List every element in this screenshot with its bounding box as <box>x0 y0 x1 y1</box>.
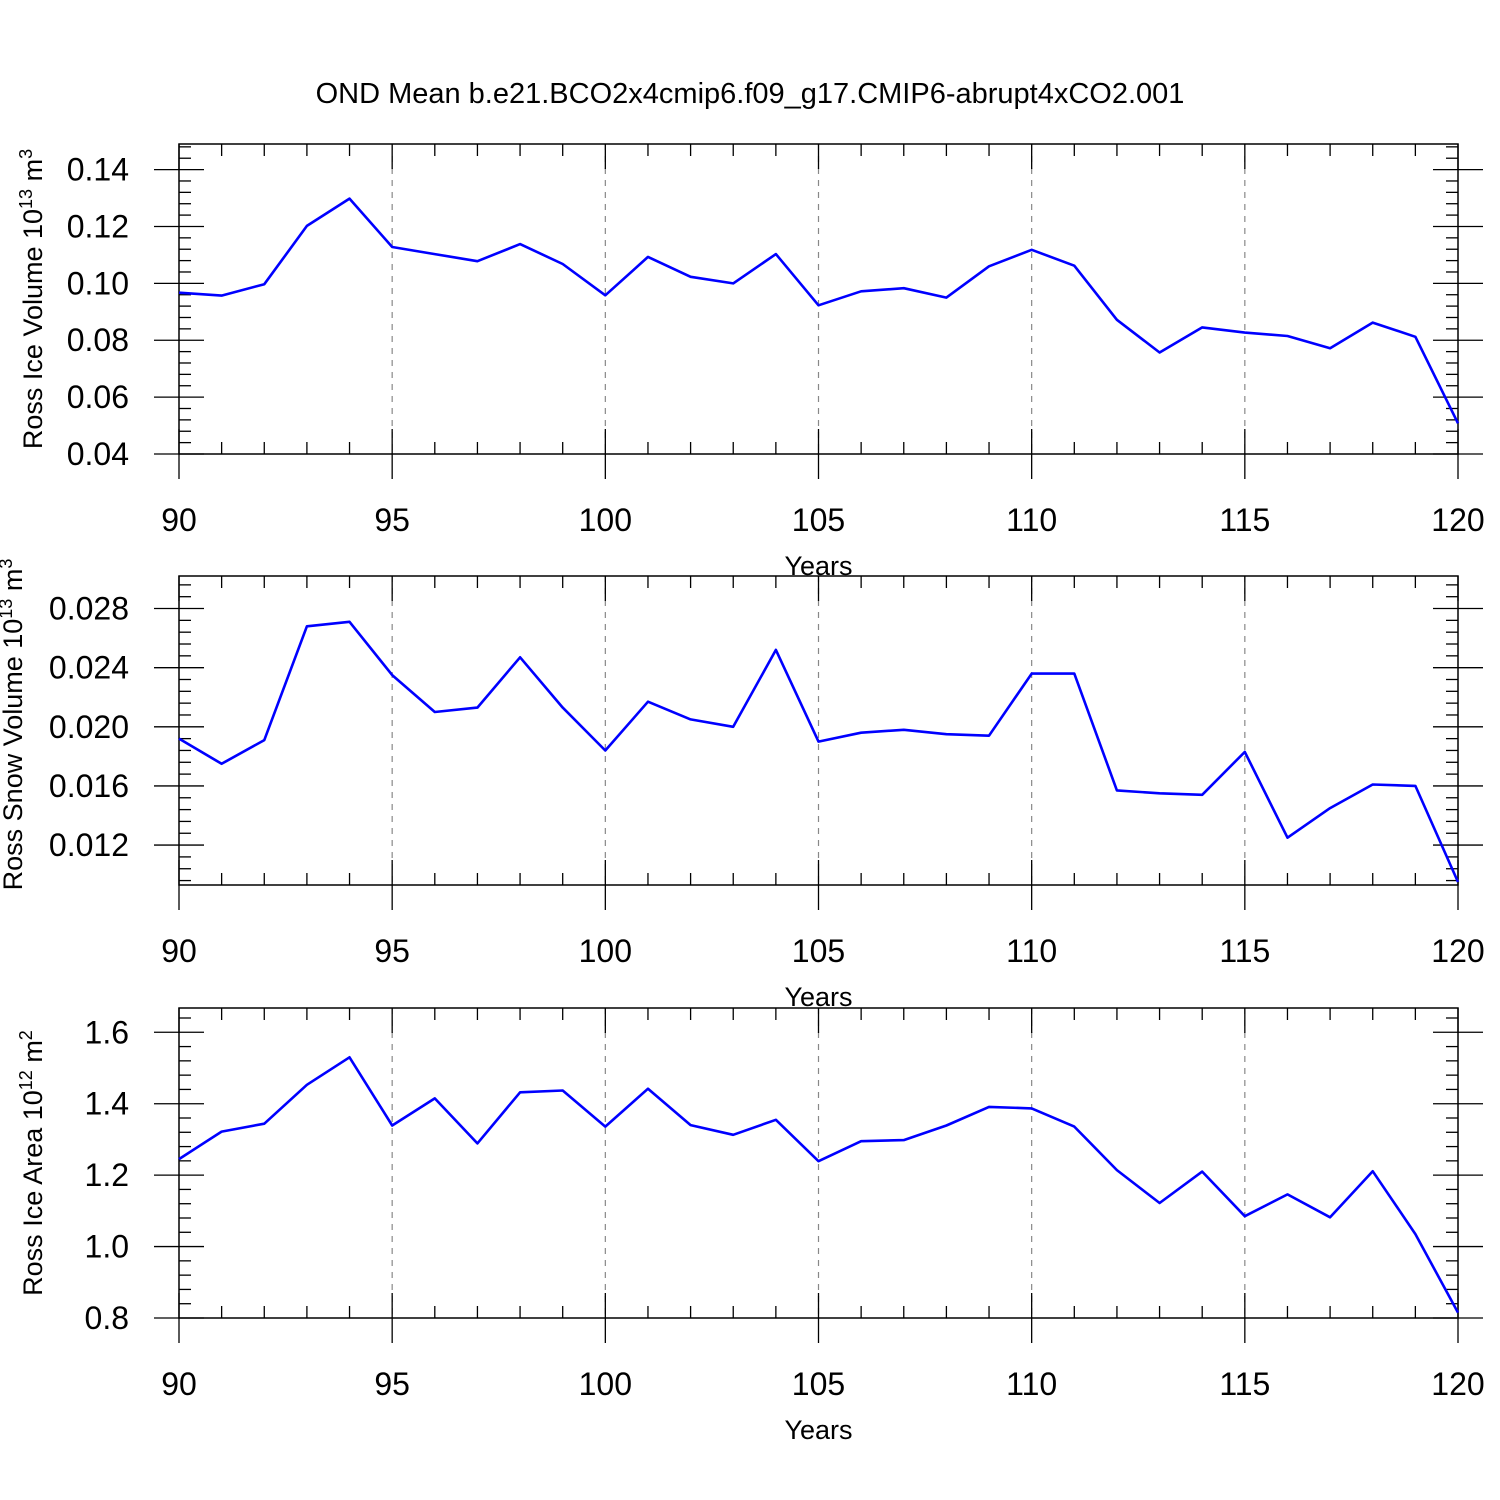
y-title-unit-exponent: 2 <box>16 1030 36 1040</box>
x-tick-label: 120 <box>1431 1366 1484 1402</box>
chart-panel-1: 0.04 0.06 0.08 0.10 0.12 0.14 90 95 100 105 110 115… <box>16 143 1485 581</box>
y-tick-label: 1.6 <box>85 1014 129 1050</box>
y-title-unit: m <box>18 159 48 189</box>
x-tick-label: 105 <box>792 1366 845 1402</box>
y-title-unit: m <box>0 569 28 599</box>
x-tick-label: 120 <box>1431 502 1484 538</box>
y-tick-label: 0.12 <box>67 208 129 244</box>
y-tick-label: 1.4 <box>85 1086 129 1122</box>
y-tick-label: 0.08 <box>67 322 129 358</box>
x-tick-label: 110 <box>1006 502 1057 538</box>
y-tick-label: 0.04 <box>67 436 129 472</box>
y-axis-title: Ross Ice Area 1012 m2 <box>16 1030 48 1296</box>
x-tick-label: 100 <box>579 1366 632 1402</box>
y-tick-label: 0.028 <box>49 591 129 627</box>
y-tick-label: 0.10 <box>67 265 129 301</box>
y-title-text: Ross Ice Area 10 <box>18 1090 48 1296</box>
chart-panel-2: 0.012 0.016 0.020 0.024 0.028 90 95 100 105 110 11… <box>0 559 1485 1012</box>
x-tick-label: 105 <box>792 502 845 538</box>
x-tick-label: 90 <box>161 502 197 538</box>
y-title-exponent: 12 <box>16 1070 36 1090</box>
y-tick-label: 0.016 <box>49 768 129 804</box>
x-tick-label: 95 <box>374 1366 410 1402</box>
series-line <box>178 197 1460 424</box>
x-tick-label: 110 <box>1006 933 1057 969</box>
series-line <box>178 1056 1460 1314</box>
y-axis-title: Ross Ice Volume 1013 m3 <box>16 149 48 449</box>
x-tick-label: 90 <box>161 933 197 969</box>
y-tick-label: 0.020 <box>49 709 129 745</box>
y-title-exponent: 13 <box>0 599 16 619</box>
y-tick-label: 0.06 <box>67 379 129 415</box>
plot-frame <box>178 1007 1459 1319</box>
x-tick-label: 110 <box>1006 1366 1057 1402</box>
x-tick-label: 95 <box>374 933 410 969</box>
plot-frame <box>178 143 1459 455</box>
y-tick-label: 0.8 <box>85 1300 129 1336</box>
y-axis-title: Ross Snow Volume 1013 m3 <box>0 559 28 891</box>
chart-panel-3: 0.8 1.0 1.2 1.4 1.6 90 95 100 105 110 115 120 Years R… <box>16 1007 1485 1445</box>
x-tick-label: 100 <box>579 502 632 538</box>
x-tick-label: 120 <box>1431 933 1484 969</box>
x-tick-label: 95 <box>374 502 410 538</box>
x-axis-title: Years <box>784 982 852 1012</box>
x-axis-title: Years <box>784 1415 852 1445</box>
x-tick-label: 100 <box>579 933 632 969</box>
figure-title: OND Mean b.e21.BCO2x4cmip6.f09_g17.CMIP6… <box>315 78 1185 110</box>
y-title-unit: m <box>18 1040 48 1070</box>
x-tick-label: 115 <box>1219 1366 1270 1402</box>
y-title-unit-exponent: 3 <box>16 149 36 159</box>
y-title-text: Ross Ice Volume 10 <box>18 209 48 449</box>
y-tick-label: 1.2 <box>85 1157 129 1193</box>
y-title-exponent: 13 <box>16 189 36 209</box>
series-line <box>178 620 1460 883</box>
plot-frame <box>178 575 1459 886</box>
x-tick-label: 90 <box>161 1366 197 1402</box>
x-tick-label: 115 <box>1219 933 1270 969</box>
x-tick-label: 105 <box>792 933 845 969</box>
x-tick-label: 115 <box>1219 502 1270 538</box>
y-tick-label: 1.0 <box>85 1229 129 1265</box>
y-tick-label: 0.024 <box>49 650 129 686</box>
y-title-unit-exponent: 3 <box>0 559 16 569</box>
y-tick-label: 0.14 <box>67 152 129 188</box>
y-title-text: Ross Snow Volume 10 <box>0 619 28 891</box>
y-tick-label: 0.012 <box>49 827 129 863</box>
